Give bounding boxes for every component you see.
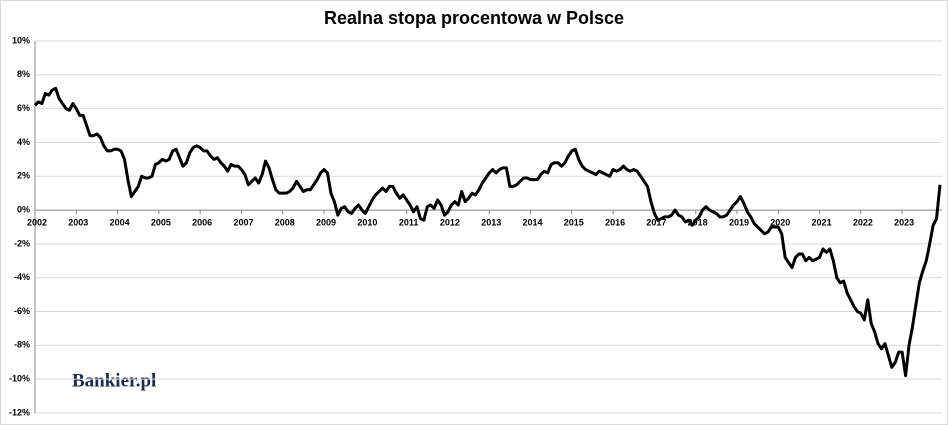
x-tick-label: 2008 [275, 217, 295, 227]
x-tick-label: 2017 [646, 217, 666, 227]
x-tick-label: 2007 [233, 217, 253, 227]
x-tick-label: 2018 [688, 217, 708, 227]
y-tick-label: -10% [9, 374, 30, 384]
x-tick-label: 2011 [399, 217, 419, 227]
y-tick-label: 8% [17, 69, 30, 79]
x-tick-label: 2006 [192, 217, 212, 227]
x-tick-label: 2015 [564, 217, 584, 227]
x-tick-label: 2022 [853, 217, 873, 227]
y-tick-label: -4% [14, 272, 30, 282]
y-tick-label: -6% [14, 306, 30, 316]
data-line [33, 86, 942, 378]
x-tick-label: 2014 [522, 217, 542, 227]
x-tick-label: 2020 [770, 217, 790, 227]
y-tick-label: 10% [12, 35, 30, 45]
x-tick-label: 2002 [27, 217, 47, 227]
y-tick-label: 2% [17, 171, 30, 181]
y-tick-label: -8% [14, 340, 30, 350]
x-tick-label: 2003 [68, 217, 88, 227]
x-tick-label: 2016 [605, 217, 625, 227]
x-tick-label: 2005 [151, 217, 171, 227]
x-tick-label: 2012 [440, 217, 460, 227]
x-tick-label: 2013 [481, 217, 501, 227]
x-tick-label: 2019 [729, 217, 749, 227]
y-tick-label: 6% [17, 103, 30, 113]
x-tick-label: 2023 [894, 217, 914, 227]
y-tick-label: -12% [9, 407, 30, 417]
chart-title: Realna stopa procentowa w Polsce [324, 8, 624, 28]
x-tick-label: 2004 [110, 217, 130, 227]
y-tick-label: 0% [17, 204, 30, 214]
y-tick-label: -2% [14, 238, 30, 248]
x-tick-label: 2010 [357, 217, 377, 227]
watermark: Bankier.pl [72, 370, 156, 391]
y-tick-label: 4% [17, 137, 30, 147]
x-tick-label: 2009 [316, 217, 336, 227]
x-tick-label: 2021 [812, 217, 832, 227]
